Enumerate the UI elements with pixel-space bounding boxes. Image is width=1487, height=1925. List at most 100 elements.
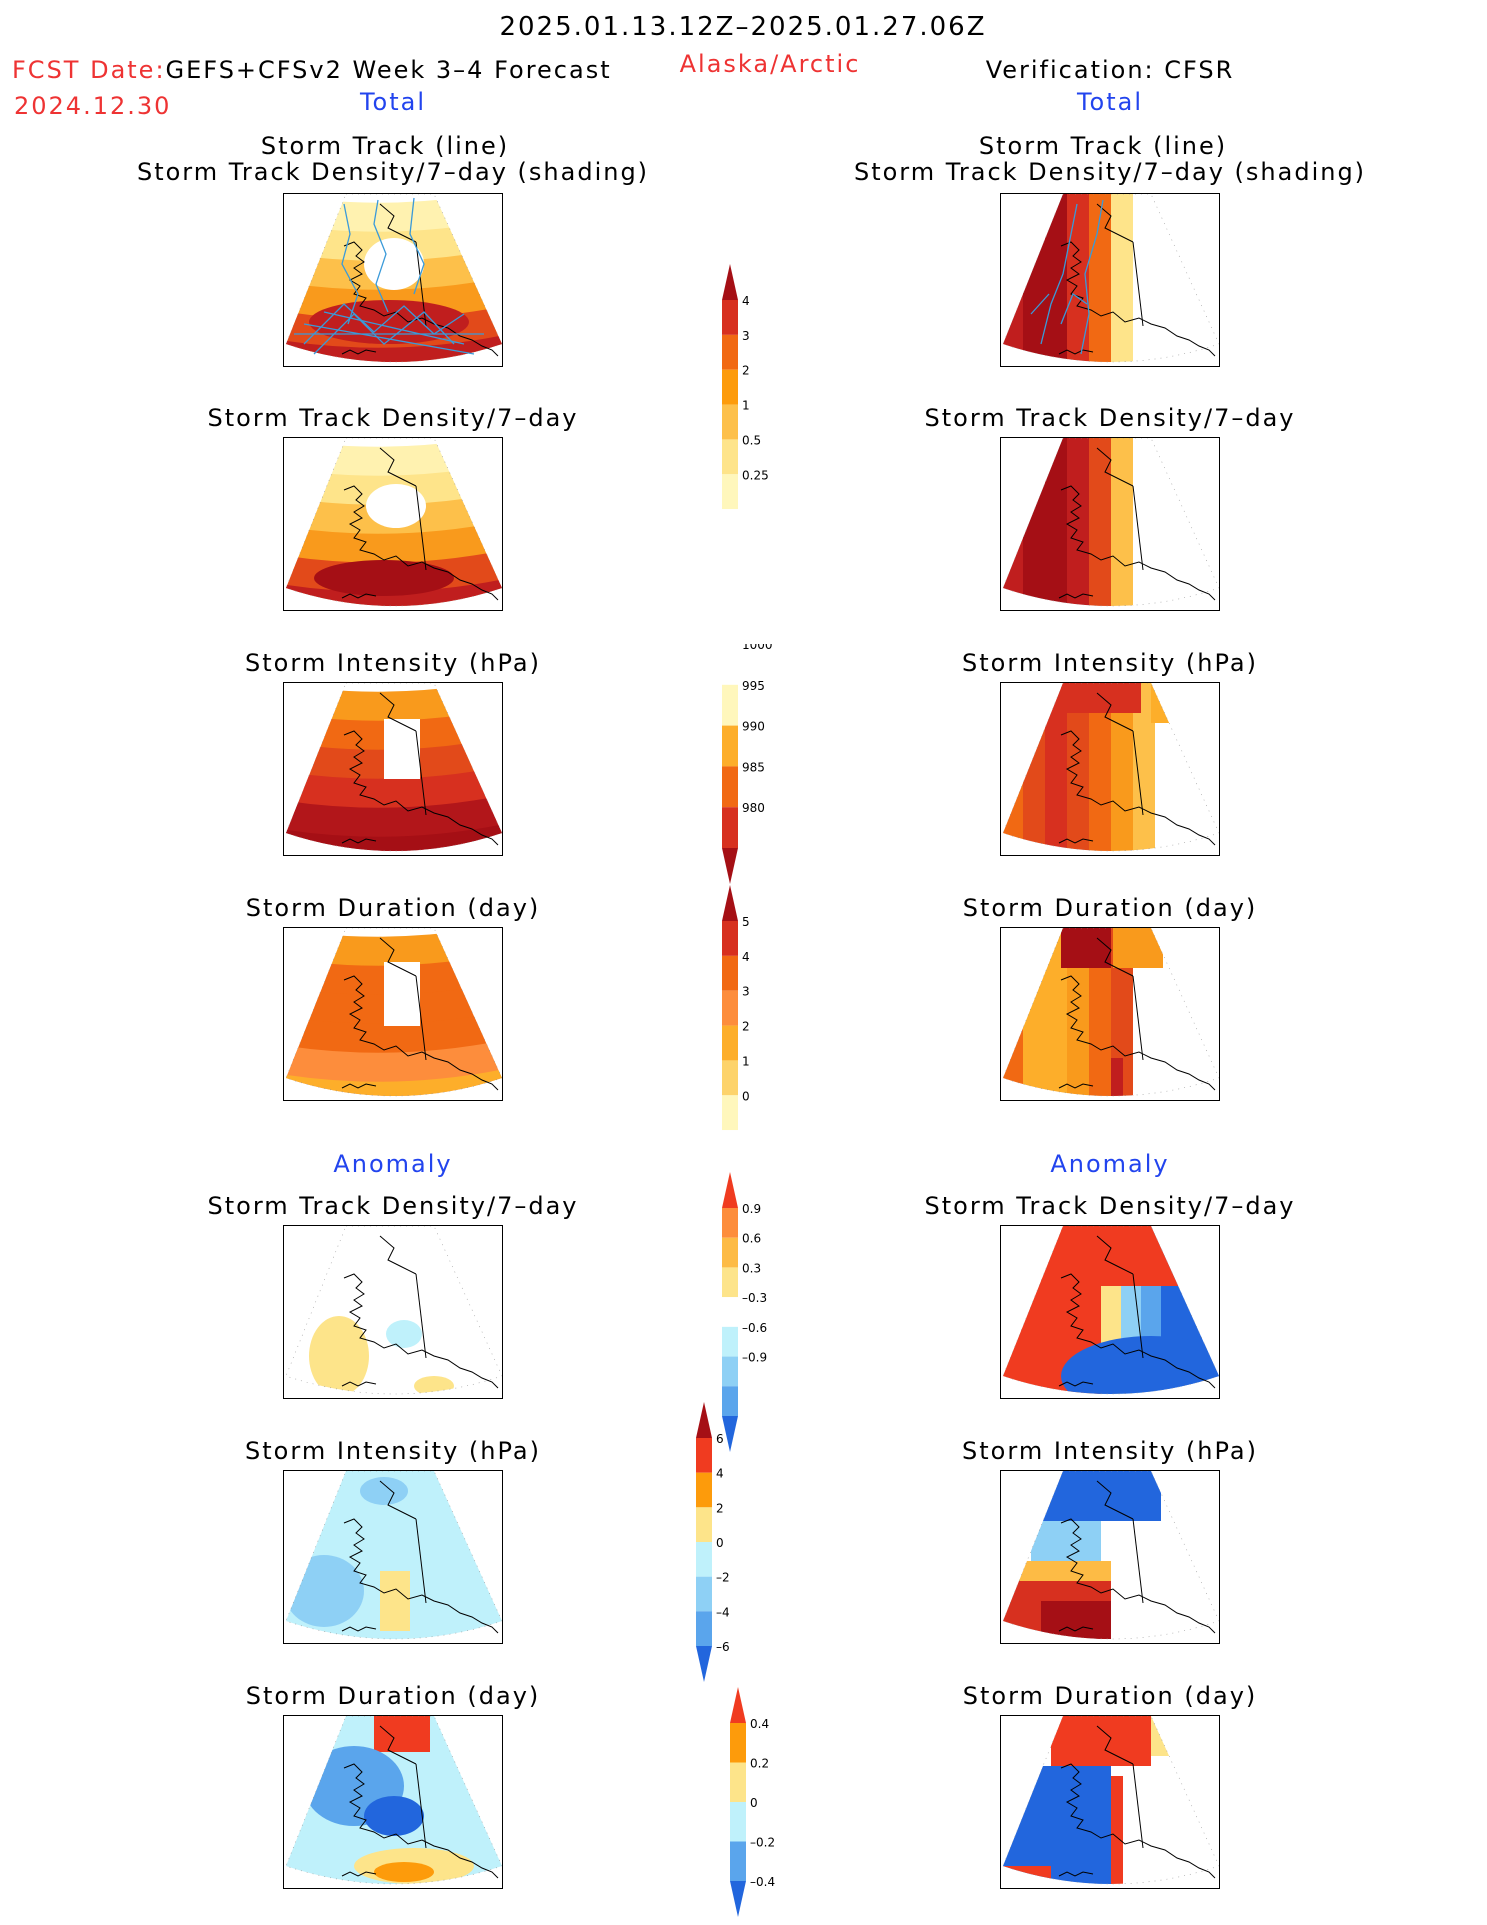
storm-track-line — [303, 323, 475, 355]
north-coastline — [1096, 1725, 1134, 1765]
colorbar-duration-total: 5 4 3 2 1 0 — [722, 885, 812, 1173]
border-line — [1132, 485, 1144, 571]
blank-region — [384, 719, 420, 779]
positive-anomaly — [380, 1571, 410, 1631]
shade-column — [1003, 438, 1024, 606]
map-fcst-track-density-total — [283, 193, 503, 367]
positive-anomaly — [1003, 1561, 1111, 1581]
map-svg — [1002, 928, 1219, 1097]
shade-column — [1023, 194, 1046, 362]
shade-column — [1003, 194, 1024, 362]
region-label: Alaska/Arctic — [679, 50, 861, 78]
shade-column — [1111, 683, 1134, 851]
positive-anomaly — [1051, 1716, 1151, 1766]
shading-layer — [1003, 194, 1219, 362]
shade-cell — [1151, 683, 1191, 723]
colorbar-end-bottom — [696, 1646, 712, 1682]
map-svg — [1002, 683, 1219, 852]
colorbar-tick-label: 0.9 — [742, 1202, 761, 1216]
shade-column — [1177, 683, 1200, 851]
colorbar-svg: 1000 995 990 985 980 — [722, 638, 773, 884]
aleutian-islands — [1058, 593, 1094, 599]
map-cfsr-duration-anomaly — [1000, 1715, 1220, 1889]
colorbar-segment — [696, 1576, 712, 1612]
map-fcst-density-anomaly — [283, 1225, 503, 1399]
colorbar-tick-label: –2 — [716, 1571, 730, 1585]
border-line — [415, 485, 427, 571]
shading-layer — [286, 1471, 502, 1639]
north-coastline — [379, 937, 417, 977]
colorbar-tick-label: 6 — [716, 1432, 724, 1446]
shade-column — [1133, 438, 1156, 606]
negative-anomaly — [1003, 1766, 1111, 1884]
colorbar-segment — [722, 1237, 738, 1268]
shade-column — [1199, 928, 1219, 1096]
colorbar-end-bottom — [722, 848, 738, 884]
colorbar-tick-label: 0 — [750, 1796, 758, 1810]
shade-column — [1045, 438, 1068, 606]
map-cfsr-track-density-total — [1000, 193, 1220, 367]
map-fcst-intensity-anomaly — [283, 1470, 503, 1644]
colorbar-svg: 0.9 0.6 0.3 –0.3 –0.6 –0.9 — [722, 1172, 767, 1452]
negative-anomaly — [286, 1555, 364, 1627]
title-l6: Storm Intensity (hPa) — [245, 1437, 541, 1465]
map-svg — [285, 1716, 502, 1885]
colorbar-tick-label: 4 — [742, 294, 750, 308]
map-svg — [1002, 1716, 1219, 1885]
title-l2: Storm Track Density/7–day — [207, 404, 579, 432]
north-coastline — [379, 1480, 417, 1520]
north-coastline — [1096, 203, 1134, 243]
colorbar-tick-label: 3 — [742, 329, 750, 343]
map-svg — [285, 194, 502, 363]
aleutian-islands — [341, 1381, 377, 1387]
shade-column — [1067, 438, 1090, 606]
positive-anomaly — [309, 1316, 369, 1394]
shade-column — [1199, 683, 1219, 851]
title-r5: Storm Track Density/7–day — [924, 1192, 1296, 1220]
aleutian-islands — [341, 838, 377, 844]
storm-track-line — [373, 199, 389, 313]
border-line — [1132, 241, 1144, 327]
shade-column — [1021, 1226, 1042, 1394]
colorbar-density-total: 4 3 2 1 0.5 0.25 — [722, 264, 812, 552]
shade-column — [1133, 928, 1156, 1096]
border-line — [1132, 730, 1144, 816]
shade-column — [1177, 194, 1200, 362]
fcst-prefix: FCST Date: — [12, 56, 166, 84]
aleutian-islands — [341, 1871, 377, 1877]
shading-layer — [286, 928, 502, 1096]
colorbar-segment — [722, 369, 738, 405]
density-max — [314, 560, 454, 596]
colorbar-segment — [730, 1802, 746, 1842]
negative-anomaly — [1031, 1521, 1101, 1561]
shading-layer — [286, 194, 502, 362]
storm-track-line — [409, 197, 425, 295]
colorbar-segment — [722, 1025, 738, 1061]
shade-band — [286, 577, 502, 606]
coastline — [343, 1763, 499, 1879]
colorbar-segment — [722, 1356, 738, 1387]
negative-anomaly — [386, 1320, 422, 1348]
colorbar-density-anomaly: 0.9 0.6 0.3 –0.3 –0.6 –0.9 — [722, 1172, 812, 1460]
colorbar-tick-label: 0 — [742, 1089, 750, 1103]
negative-anomaly — [364, 1796, 424, 1836]
colorbar-tick-label: 4 — [716, 1467, 724, 1481]
coastline — [343, 241, 499, 357]
aleutian-islands — [341, 349, 377, 355]
title-r1b: Storm Track Density/7–day (shading) — [853, 158, 1367, 186]
border-line — [1132, 975, 1144, 1061]
coastline — [1060, 1763, 1216, 1879]
left-anomaly-label: Anomaly — [333, 1150, 453, 1178]
colorbar-segment — [722, 807, 738, 848]
shade-column — [1003, 1226, 1022, 1394]
colorbar-tick-label: 0.25 — [742, 468, 769, 482]
coastline — [343, 730, 499, 846]
shade-column — [1133, 683, 1156, 851]
colorbar-segment — [696, 1611, 712, 1646]
colorbar-tick-label: 980 — [742, 801, 765, 815]
north-coastline — [379, 1235, 417, 1275]
shade-column — [1089, 438, 1112, 606]
north-coastline — [379, 447, 417, 487]
coastline — [1060, 1273, 1216, 1389]
north-coastline — [379, 692, 417, 732]
